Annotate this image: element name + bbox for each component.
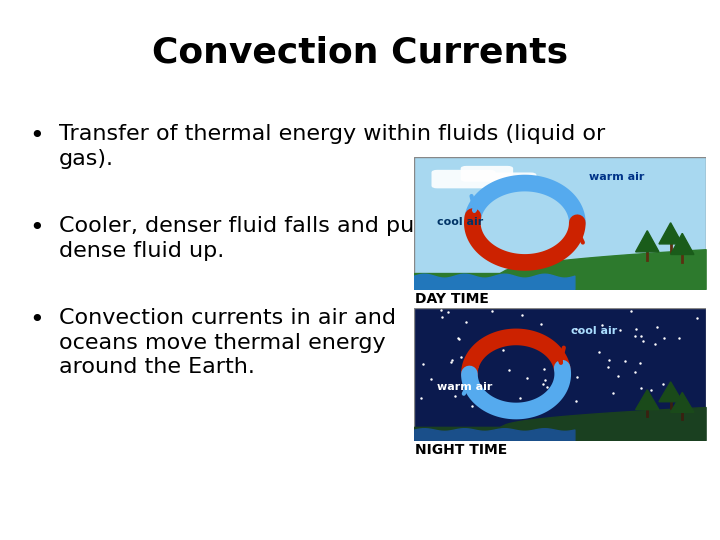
Polygon shape (636, 390, 659, 410)
Text: Cooler, denser fluid falls and pushes warmer, less
dense fluid up.: Cooler, denser fluid falls and pushes wa… (59, 216, 615, 261)
Text: Convection Currents: Convection Currents (152, 35, 568, 69)
FancyBboxPatch shape (414, 157, 706, 289)
Polygon shape (636, 231, 659, 252)
Text: Convection currents in air and
oceans move thermal energy
around the Earth.: Convection currents in air and oceans mo… (59, 308, 396, 377)
Text: cool air: cool air (572, 326, 618, 336)
Text: •: • (29, 124, 43, 148)
Text: DAY TIME: DAY TIME (415, 292, 490, 306)
Text: cool air: cool air (437, 218, 484, 227)
Text: warm air: warm air (437, 382, 492, 392)
FancyBboxPatch shape (461, 166, 513, 182)
FancyBboxPatch shape (414, 308, 706, 440)
Polygon shape (670, 233, 694, 254)
Text: NIGHT TIME: NIGHT TIME (415, 443, 508, 457)
Polygon shape (659, 222, 683, 244)
Polygon shape (659, 382, 683, 402)
Text: warm air: warm air (589, 172, 644, 183)
Polygon shape (670, 393, 694, 413)
Text: Transfer of thermal energy within fluids (liquid or
gas).: Transfer of thermal energy within fluids… (59, 124, 606, 169)
Text: •: • (29, 308, 43, 332)
FancyBboxPatch shape (490, 172, 536, 188)
Text: •: • (29, 216, 43, 240)
FancyBboxPatch shape (431, 170, 495, 188)
